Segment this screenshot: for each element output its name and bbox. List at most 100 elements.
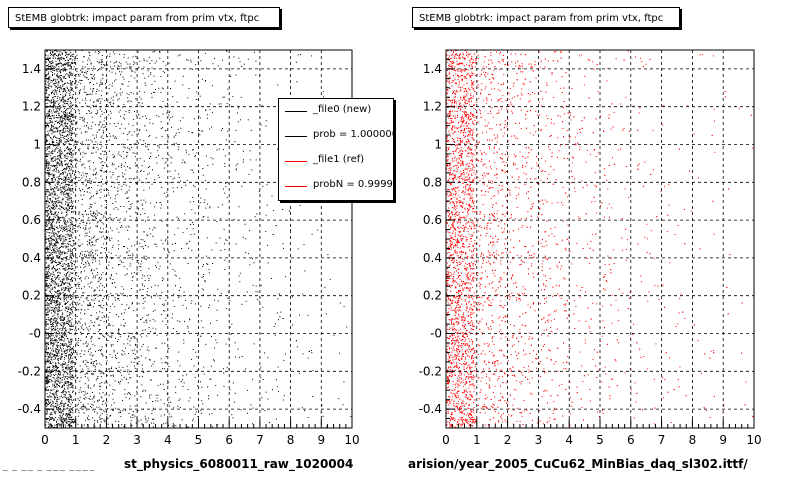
data-point — [70, 358, 71, 360]
data-point — [48, 86, 50, 88]
data-point — [133, 64, 135, 66]
data-point — [52, 260, 54, 262]
data-point — [72, 419, 74, 420]
data-point — [99, 84, 101, 86]
data-point — [60, 425, 62, 427]
data-point — [58, 232, 60, 234]
data-point — [99, 383, 101, 385]
data-point — [59, 187, 61, 189]
data-point — [69, 349, 71, 351]
data-point — [64, 268, 66, 270]
data-point — [140, 214, 141, 216]
data-point — [122, 410, 124, 412]
data-point — [58, 310, 60, 312]
data-point — [51, 140, 53, 142]
data-point — [84, 363, 86, 365]
data-point — [45, 337, 47, 339]
data-point — [50, 343, 52, 345]
data-point — [195, 64, 197, 66]
data-point — [49, 50, 51, 52]
data-point — [67, 265, 68, 267]
data-point — [101, 285, 103, 287]
data-point — [58, 275, 60, 276]
data-point — [66, 56, 68, 58]
data-point — [69, 345, 71, 347]
data-point — [122, 132, 124, 134]
data-point — [170, 156, 172, 158]
data-point — [91, 152, 93, 154]
data-point — [153, 361, 155, 363]
data-point — [60, 412, 62, 414]
data-point — [194, 212, 196, 214]
data-point — [66, 274, 67, 276]
data-point — [54, 411, 56, 413]
data-point — [93, 174, 95, 176]
data-point — [107, 98, 109, 100]
data-point — [158, 87, 160, 89]
data-point — [65, 130, 67, 132]
data-point — [114, 389, 116, 391]
data-point — [91, 281, 93, 283]
data-point — [78, 338, 79, 339]
data-point — [53, 194, 55, 196]
data-point — [88, 51, 90, 53]
data-point — [47, 207, 49, 209]
data-point — [69, 371, 71, 373]
data-point — [65, 110, 67, 111]
data-point — [338, 398, 340, 400]
data-point — [61, 402, 63, 404]
data-point — [166, 112, 168, 114]
data-point — [59, 371, 61, 373]
data-point — [54, 239, 56, 241]
data-point — [177, 128, 179, 130]
data-point — [85, 407, 87, 409]
data-point — [72, 94, 74, 95]
data-point — [111, 336, 113, 338]
data-point — [71, 245, 73, 247]
data-point — [54, 419, 56, 421]
data-point — [46, 334, 48, 336]
data-point — [95, 192, 97, 194]
data-point — [60, 229, 62, 231]
data-point — [70, 343, 72, 345]
data-point — [48, 386, 50, 387]
data-point — [67, 319, 69, 321]
data-point — [125, 347, 126, 349]
data-point — [45, 137, 47, 139]
data-point — [64, 185, 66, 187]
data-point — [70, 104, 72, 106]
data-point — [70, 54, 72, 56]
data-point — [62, 168, 64, 170]
data-point — [92, 134, 94, 136]
data-point — [177, 360, 179, 362]
data-point — [120, 143, 122, 145]
data-point — [59, 152, 61, 154]
data-point — [86, 173, 88, 175]
data-point — [67, 317, 69, 319]
data-point — [111, 237, 113, 239]
data-point — [107, 408, 109, 410]
data-point — [187, 263, 189, 264]
data-point — [67, 248, 69, 250]
data-point — [107, 236, 108, 238]
data-point — [110, 112, 112, 114]
data-point — [108, 316, 110, 318]
data-point — [53, 54, 54, 56]
data-point — [64, 160, 66, 162]
data-point — [48, 173, 50, 175]
data-point — [58, 308, 60, 310]
data-point — [125, 226, 127, 228]
data-point — [54, 336, 56, 338]
data-point — [102, 127, 104, 129]
data-point — [137, 167, 139, 169]
data-point — [297, 248, 299, 250]
data-point — [104, 419, 106, 421]
data-point — [68, 287, 70, 289]
data-point — [147, 173, 149, 175]
data-point — [52, 60, 54, 62]
data-point — [59, 340, 61, 342]
data-point — [185, 299, 186, 301]
data-point — [64, 180, 66, 182]
data-point — [115, 367, 117, 369]
data-point — [98, 157, 100, 158]
